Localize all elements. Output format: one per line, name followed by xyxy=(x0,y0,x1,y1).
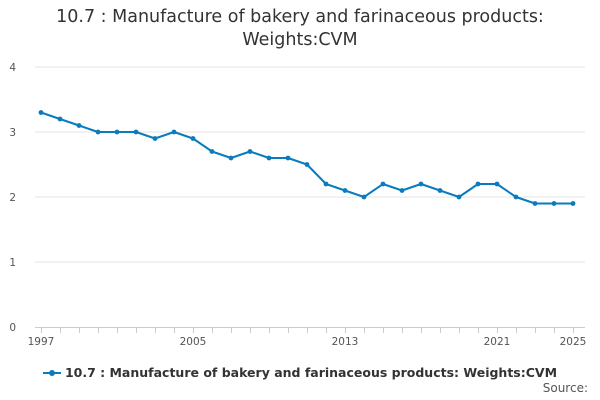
data-point-2020 xyxy=(475,181,481,187)
source-label: Source: xyxy=(542,381,588,395)
legend-line-marker-icon xyxy=(42,368,61,378)
x-tick-label-2025: 2025 xyxy=(560,336,587,348)
legend[interactable]: 10.7 : Manufacture of bakery and farinac… xyxy=(0,365,600,381)
data-point-1998 xyxy=(57,116,63,122)
data-point-2006 xyxy=(209,149,215,154)
data-point-2015 xyxy=(380,181,386,187)
y-tick-label-1: 1 xyxy=(9,257,16,269)
x-axis: 1997 2005 2013 2021 2025 xyxy=(28,327,587,348)
data-point-2021 xyxy=(494,181,500,187)
y-tick-label-0: 0 xyxy=(9,322,16,334)
y-tick-label-4: 4 xyxy=(9,62,16,74)
data-point-2016 xyxy=(399,188,405,193)
data-point-2000 xyxy=(95,129,101,135)
data-point-2007 xyxy=(228,155,234,161)
data-point-2010 xyxy=(285,155,291,161)
data-point-2003 xyxy=(152,136,158,141)
data-point-2008 xyxy=(247,149,253,154)
data-point-2011 xyxy=(304,162,310,167)
y-tick-label-2: 2 xyxy=(9,192,16,204)
x-tick-label-1997: 1997 xyxy=(28,336,55,348)
x-tick-label-2005: 2005 xyxy=(180,336,207,348)
data-point-2018 xyxy=(437,188,443,193)
data-point-1999 xyxy=(76,123,82,128)
data-point-2024 xyxy=(551,201,557,206)
data-point-2001 xyxy=(114,129,120,135)
series-line-0 xyxy=(40,111,573,205)
plot-area xyxy=(38,110,576,206)
x-tick-label-2021: 2021 xyxy=(484,336,511,348)
x-tick-label-2013: 2013 xyxy=(332,336,359,348)
data-point-1997 xyxy=(38,110,44,115)
data-point-2014 xyxy=(361,194,367,200)
y-tick-label-3: 3 xyxy=(9,127,16,139)
data-point-2023 xyxy=(532,201,538,206)
chart-title: 10.7 : Manufacture of bakery and farinac… xyxy=(56,7,544,50)
y-axis: 0 1 2 3 4 xyxy=(9,62,16,334)
data-point-2019 xyxy=(456,194,462,200)
data-point-2009 xyxy=(266,155,272,161)
gridlines xyxy=(35,66,585,263)
data-point-2017 xyxy=(418,181,424,187)
data-point-2025 xyxy=(570,201,576,206)
data-point-2022 xyxy=(513,194,519,200)
data-point-2002 xyxy=(133,129,139,135)
data-point-2005 xyxy=(190,136,196,141)
legend-label: 10.7 : Manufacture of bakery and farinac… xyxy=(64,365,558,380)
data-point-2012 xyxy=(323,181,329,187)
data-point-2004 xyxy=(171,129,177,135)
data-point-2013 xyxy=(342,188,348,193)
